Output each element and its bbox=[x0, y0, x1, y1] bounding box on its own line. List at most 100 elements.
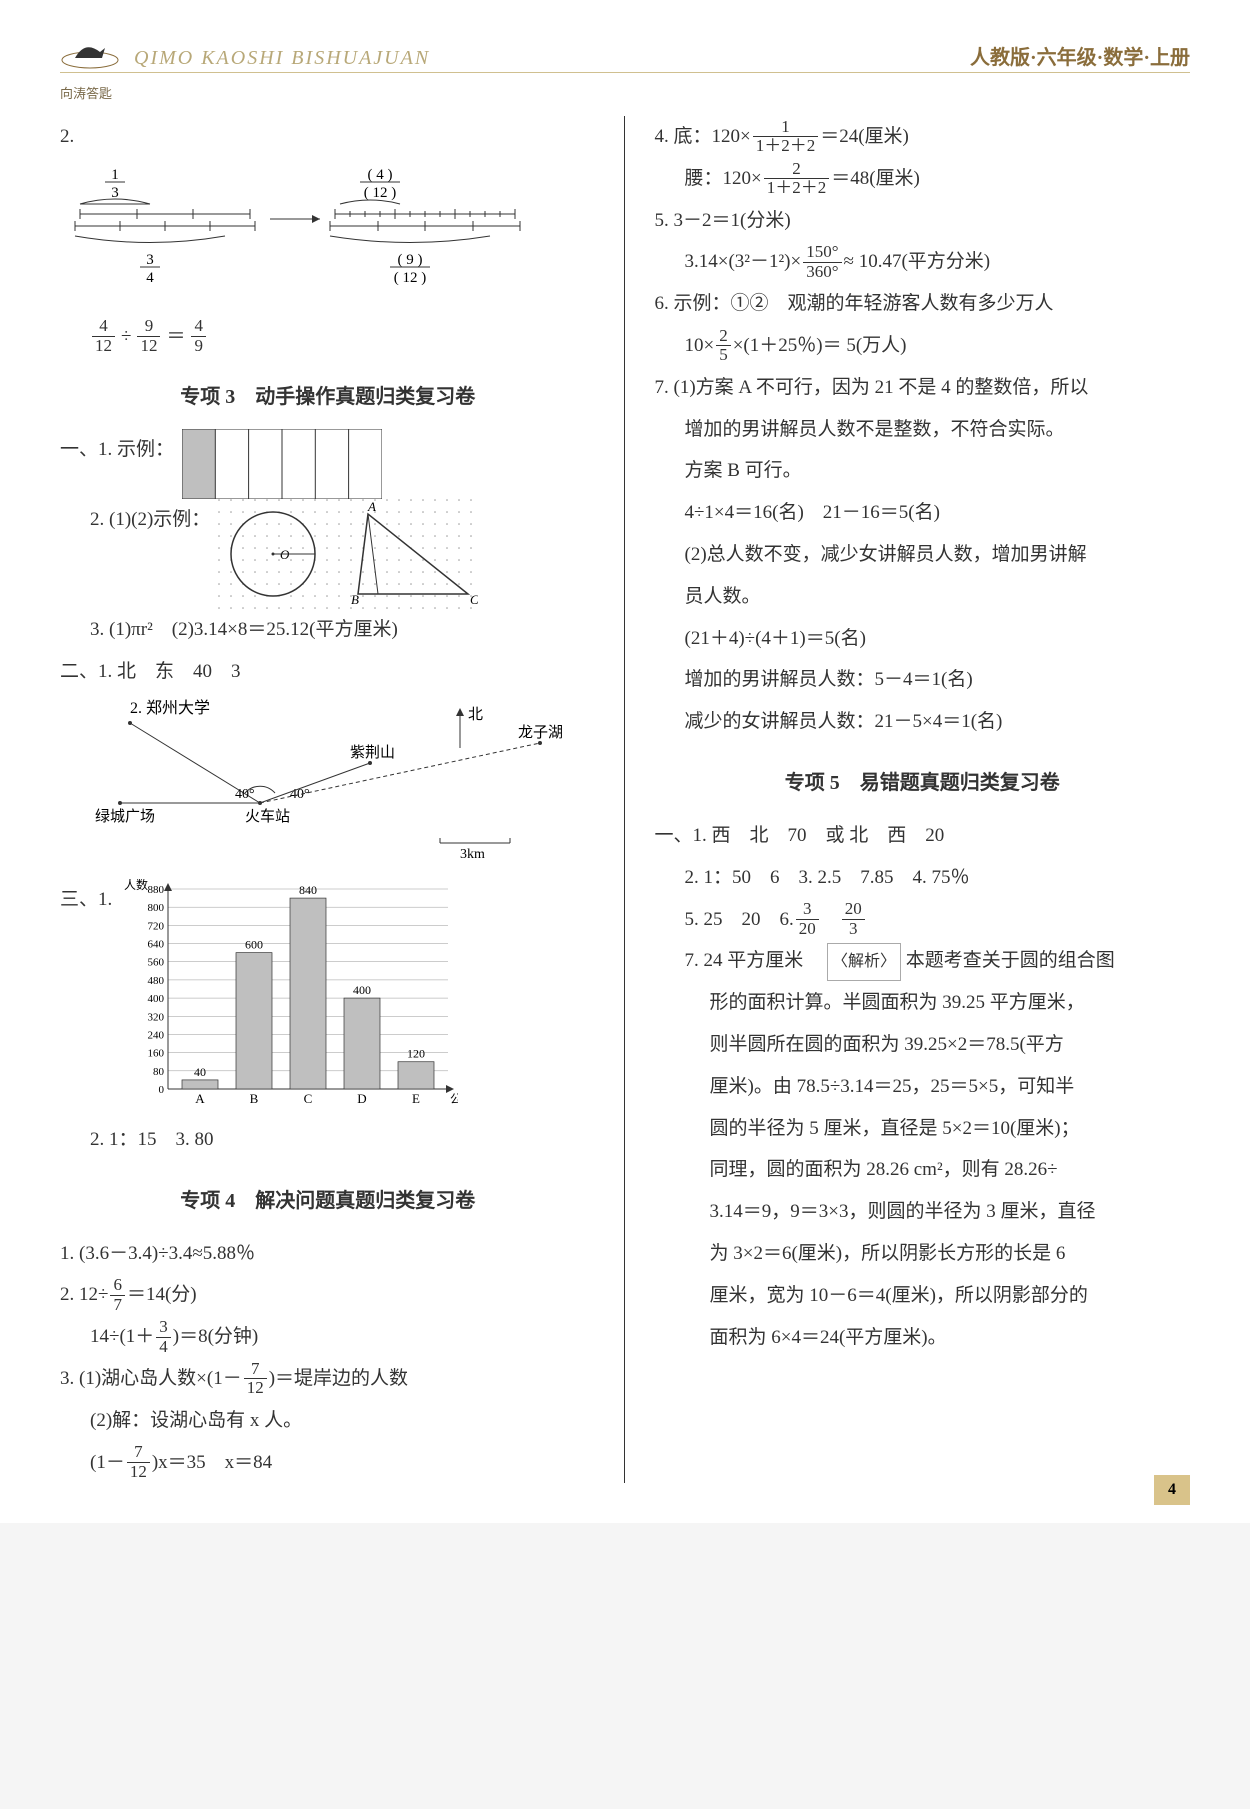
paren-open: (1＋ bbox=[119, 1316, 154, 1358]
gap bbox=[821, 899, 840, 941]
svg-text:紫荆山: 紫荆山 bbox=[350, 744, 395, 761]
svg-text:840: 840 bbox=[299, 883, 317, 897]
r4c: 腰：120× bbox=[685, 158, 762, 200]
r4d: ＝48(厘米) bbox=[831, 158, 920, 200]
r7b: 增加的男讲解员人数不是整数，不符合实际。 bbox=[655, 409, 1191, 451]
svg-text:A: A bbox=[367, 499, 376, 514]
s3-1-3: 3. (1)πr² (2)3.14×8＝25.12(平方厘米) bbox=[60, 609, 596, 651]
s5-1-7b: 本题考查关于圆的组合图 bbox=[906, 950, 1115, 971]
r6a: 6. 示例：①② 观潮的年轻游客人数有多少万人 bbox=[655, 283, 1191, 325]
svg-text:160: 160 bbox=[148, 1047, 165, 1059]
page: QIMO KAOSHI BISHUAJUAN 人教版·六年级·数学·上册 向涛答… bbox=[0, 0, 1250, 1523]
s3-2-1: 二、1. 北 东 40 3 bbox=[60, 651, 596, 693]
r4b: ＝24(厘米) bbox=[820, 116, 909, 158]
r4: 4. 底：120× 11＋2＋2 ＝24(厘米) bbox=[655, 116, 1191, 158]
r7h: 增加的男讲解员人数：5－4＝1(名) bbox=[655, 659, 1191, 701]
r7c: 方案 B 可行。 bbox=[655, 450, 1191, 492]
svg-text:公众的态度: 公众的态度 bbox=[450, 1091, 458, 1106]
r5c: ≈ 10.47(平方分米) bbox=[844, 241, 991, 283]
r7e: (2)总人数不变，减少女讲解员人数，增加男讲解 bbox=[655, 534, 1191, 576]
content-columns: 2. 1 3 3 4 bbox=[60, 116, 1190, 1483]
svg-text:( 12 ): ( 12 ) bbox=[394, 270, 427, 286]
svg-text:640: 640 bbox=[148, 938, 165, 950]
svg-text:E: E bbox=[412, 1091, 420, 1106]
s4-2a: 2. 12÷ bbox=[60, 1274, 108, 1316]
section4-title: 专项 4 解决问题真题归类复习卷 bbox=[60, 1179, 596, 1223]
svg-text:400: 400 bbox=[353, 983, 371, 997]
r7f: 员人数。 bbox=[655, 576, 1191, 618]
r7d: 4÷1×4＝16(名) 21－16＝5(名) bbox=[655, 492, 1191, 534]
s3-row: 一、1. 示例： bbox=[60, 429, 596, 499]
s3-1-1: 一、1. 示例： bbox=[60, 429, 174, 471]
svg-text:A: A bbox=[196, 1091, 206, 1106]
svg-text:800: 800 bbox=[148, 902, 165, 914]
s3-3-2: 2. 1：15 3. 80 bbox=[60, 1119, 596, 1161]
svg-text:880: 880 bbox=[148, 884, 165, 896]
svg-text:2. 郑州大学: 2. 郑州大学 bbox=[130, 699, 210, 717]
paren-open-3: (1－ bbox=[207, 1358, 242, 1400]
q2-label: 2. bbox=[60, 126, 74, 147]
s4-2-line2: 14÷ (1＋ 34 ) ＝8(分钟) bbox=[60, 1316, 596, 1358]
s4-3e: (1－ 712 )x＝35 x＝84 bbox=[60, 1442, 596, 1484]
svg-text:D: D bbox=[358, 1091, 367, 1106]
s4-2c: 14÷ bbox=[90, 1316, 119, 1358]
svg-text:3km: 3km bbox=[460, 847, 485, 862]
s5-1-7: 7. 24 平方厘米 〈解析〉 本题考查关于圆的组合图 bbox=[655, 940, 1191, 982]
r7i: 减少的女讲解员人数：21－5×4＝1(名) bbox=[655, 701, 1191, 743]
s5-1-7g: 同理，圆的面积为 28.26 cm²，则有 28.26÷ bbox=[655, 1149, 1191, 1191]
logo-icon bbox=[60, 30, 120, 70]
svg-text:240: 240 bbox=[148, 1029, 165, 1041]
right-column: 4. 底：120× 11＋2＋2 ＝24(厘米) 腰：120× 21＋2＋2 ＝… bbox=[655, 116, 1191, 1483]
frac-r5: 150°360° bbox=[801, 243, 843, 281]
s5-1-7h: 3.14＝9，9＝3×3，则圆的半径为 3 厘米，直径 bbox=[655, 1191, 1191, 1233]
frac-3-20: 320 bbox=[794, 900, 821, 938]
svg-text:120: 120 bbox=[407, 1047, 425, 1061]
svg-text:C: C bbox=[304, 1091, 313, 1106]
svg-text:B: B bbox=[351, 592, 359, 607]
s5-1-2: 2. 1：50 6 3. 2.5 7.85 4. 75％ bbox=[655, 857, 1191, 899]
frac-6-7: 67 bbox=[108, 1276, 127, 1314]
fraction-diagram: 1 3 3 4 bbox=[60, 164, 596, 310]
svg-text:龙子湖: 龙子湖 bbox=[518, 724, 563, 741]
shaded-rect-icon bbox=[182, 429, 382, 499]
s5-1-3: 5. 25 20 6. 320 203 bbox=[655, 899, 1191, 941]
eq-line: 412 ÷ 912 ＝ 49 bbox=[60, 316, 596, 358]
s4-2b: ＝14(分) bbox=[127, 1274, 197, 1316]
frac-r4-2: 21＋2＋2 bbox=[762, 160, 832, 198]
s5-1-7j: 厘米，宽为 10－6＝4(厘米)，所以阴影部分的 bbox=[655, 1275, 1191, 1317]
circle-triangle-diagram: O A B C bbox=[218, 499, 478, 609]
svg-text:720: 720 bbox=[148, 920, 165, 932]
svg-text:0: 0 bbox=[159, 1084, 165, 1096]
header-right: 人教版·六年级·数学·上册 bbox=[970, 41, 1190, 70]
explain-badge: 〈解析〉 bbox=[827, 943, 901, 980]
s4-3c: ＝堤岸边的人数 bbox=[275, 1358, 408, 1400]
r5-line2: 3.14×(3²－1²)× 150°360° ≈ 10.47(平方分米) bbox=[655, 241, 1191, 283]
r6b: 10× bbox=[685, 325, 715, 367]
s5-1-7f: 圆的半径为 5 厘米，直径是 5×2＝10(厘米)； bbox=[655, 1108, 1191, 1150]
svg-text:3: 3 bbox=[146, 252, 154, 268]
svg-text:560: 560 bbox=[148, 957, 165, 969]
r5a: 5. 3－2＝1(分米) bbox=[655, 200, 1191, 242]
s4-3d: (2)解：设湖心岛有 x 人。 bbox=[60, 1400, 596, 1442]
s5-1-7a: 7. 24 平方厘米 bbox=[685, 950, 823, 971]
frac-20-3: 203 bbox=[840, 900, 867, 938]
svg-text:( 4 ): ( 4 ) bbox=[368, 167, 393, 183]
svg-text:1: 1 bbox=[111, 167, 119, 183]
s5-1-1: 一、1. 西 北 70 或 北 西 20 bbox=[655, 815, 1191, 857]
svg-text:( 9 ): ( 9 ) bbox=[398, 252, 423, 268]
r4-line2: 腰：120× 21＋2＋2 ＝48(厘米) bbox=[655, 158, 1191, 200]
s4-3: 3. (1)湖心岛人数× (1－ 712 ) ＝堤岸边的人数 bbox=[60, 1358, 596, 1400]
svg-text:C: C bbox=[470, 592, 478, 607]
svg-text:320: 320 bbox=[148, 1011, 165, 1023]
s5-1-7e: 厘米)。由 78.5÷3.14＝25，25＝5×5，可知半 bbox=[655, 1066, 1191, 1108]
map-diagram: 2. 郑州大学 火车站 40° 40° 绿城广场 紫荆山 龙子湖 bbox=[60, 693, 596, 879]
svg-text:480: 480 bbox=[148, 975, 165, 987]
svg-text:人数: 人数 bbox=[124, 879, 148, 892]
svg-text:40: 40 bbox=[194, 1065, 206, 1079]
s5-1-7k: 面积为 6×4＝24(平方厘米)。 bbox=[655, 1317, 1191, 1359]
svg-text:4: 4 bbox=[146, 270, 154, 286]
svg-text:400: 400 bbox=[148, 993, 165, 1005]
r4a: 4. 底：120× bbox=[655, 116, 751, 158]
s4-3a: 3. (1)湖心岛人数× bbox=[60, 1358, 207, 1400]
frac-r4-1: 11＋2＋2 bbox=[751, 118, 821, 156]
